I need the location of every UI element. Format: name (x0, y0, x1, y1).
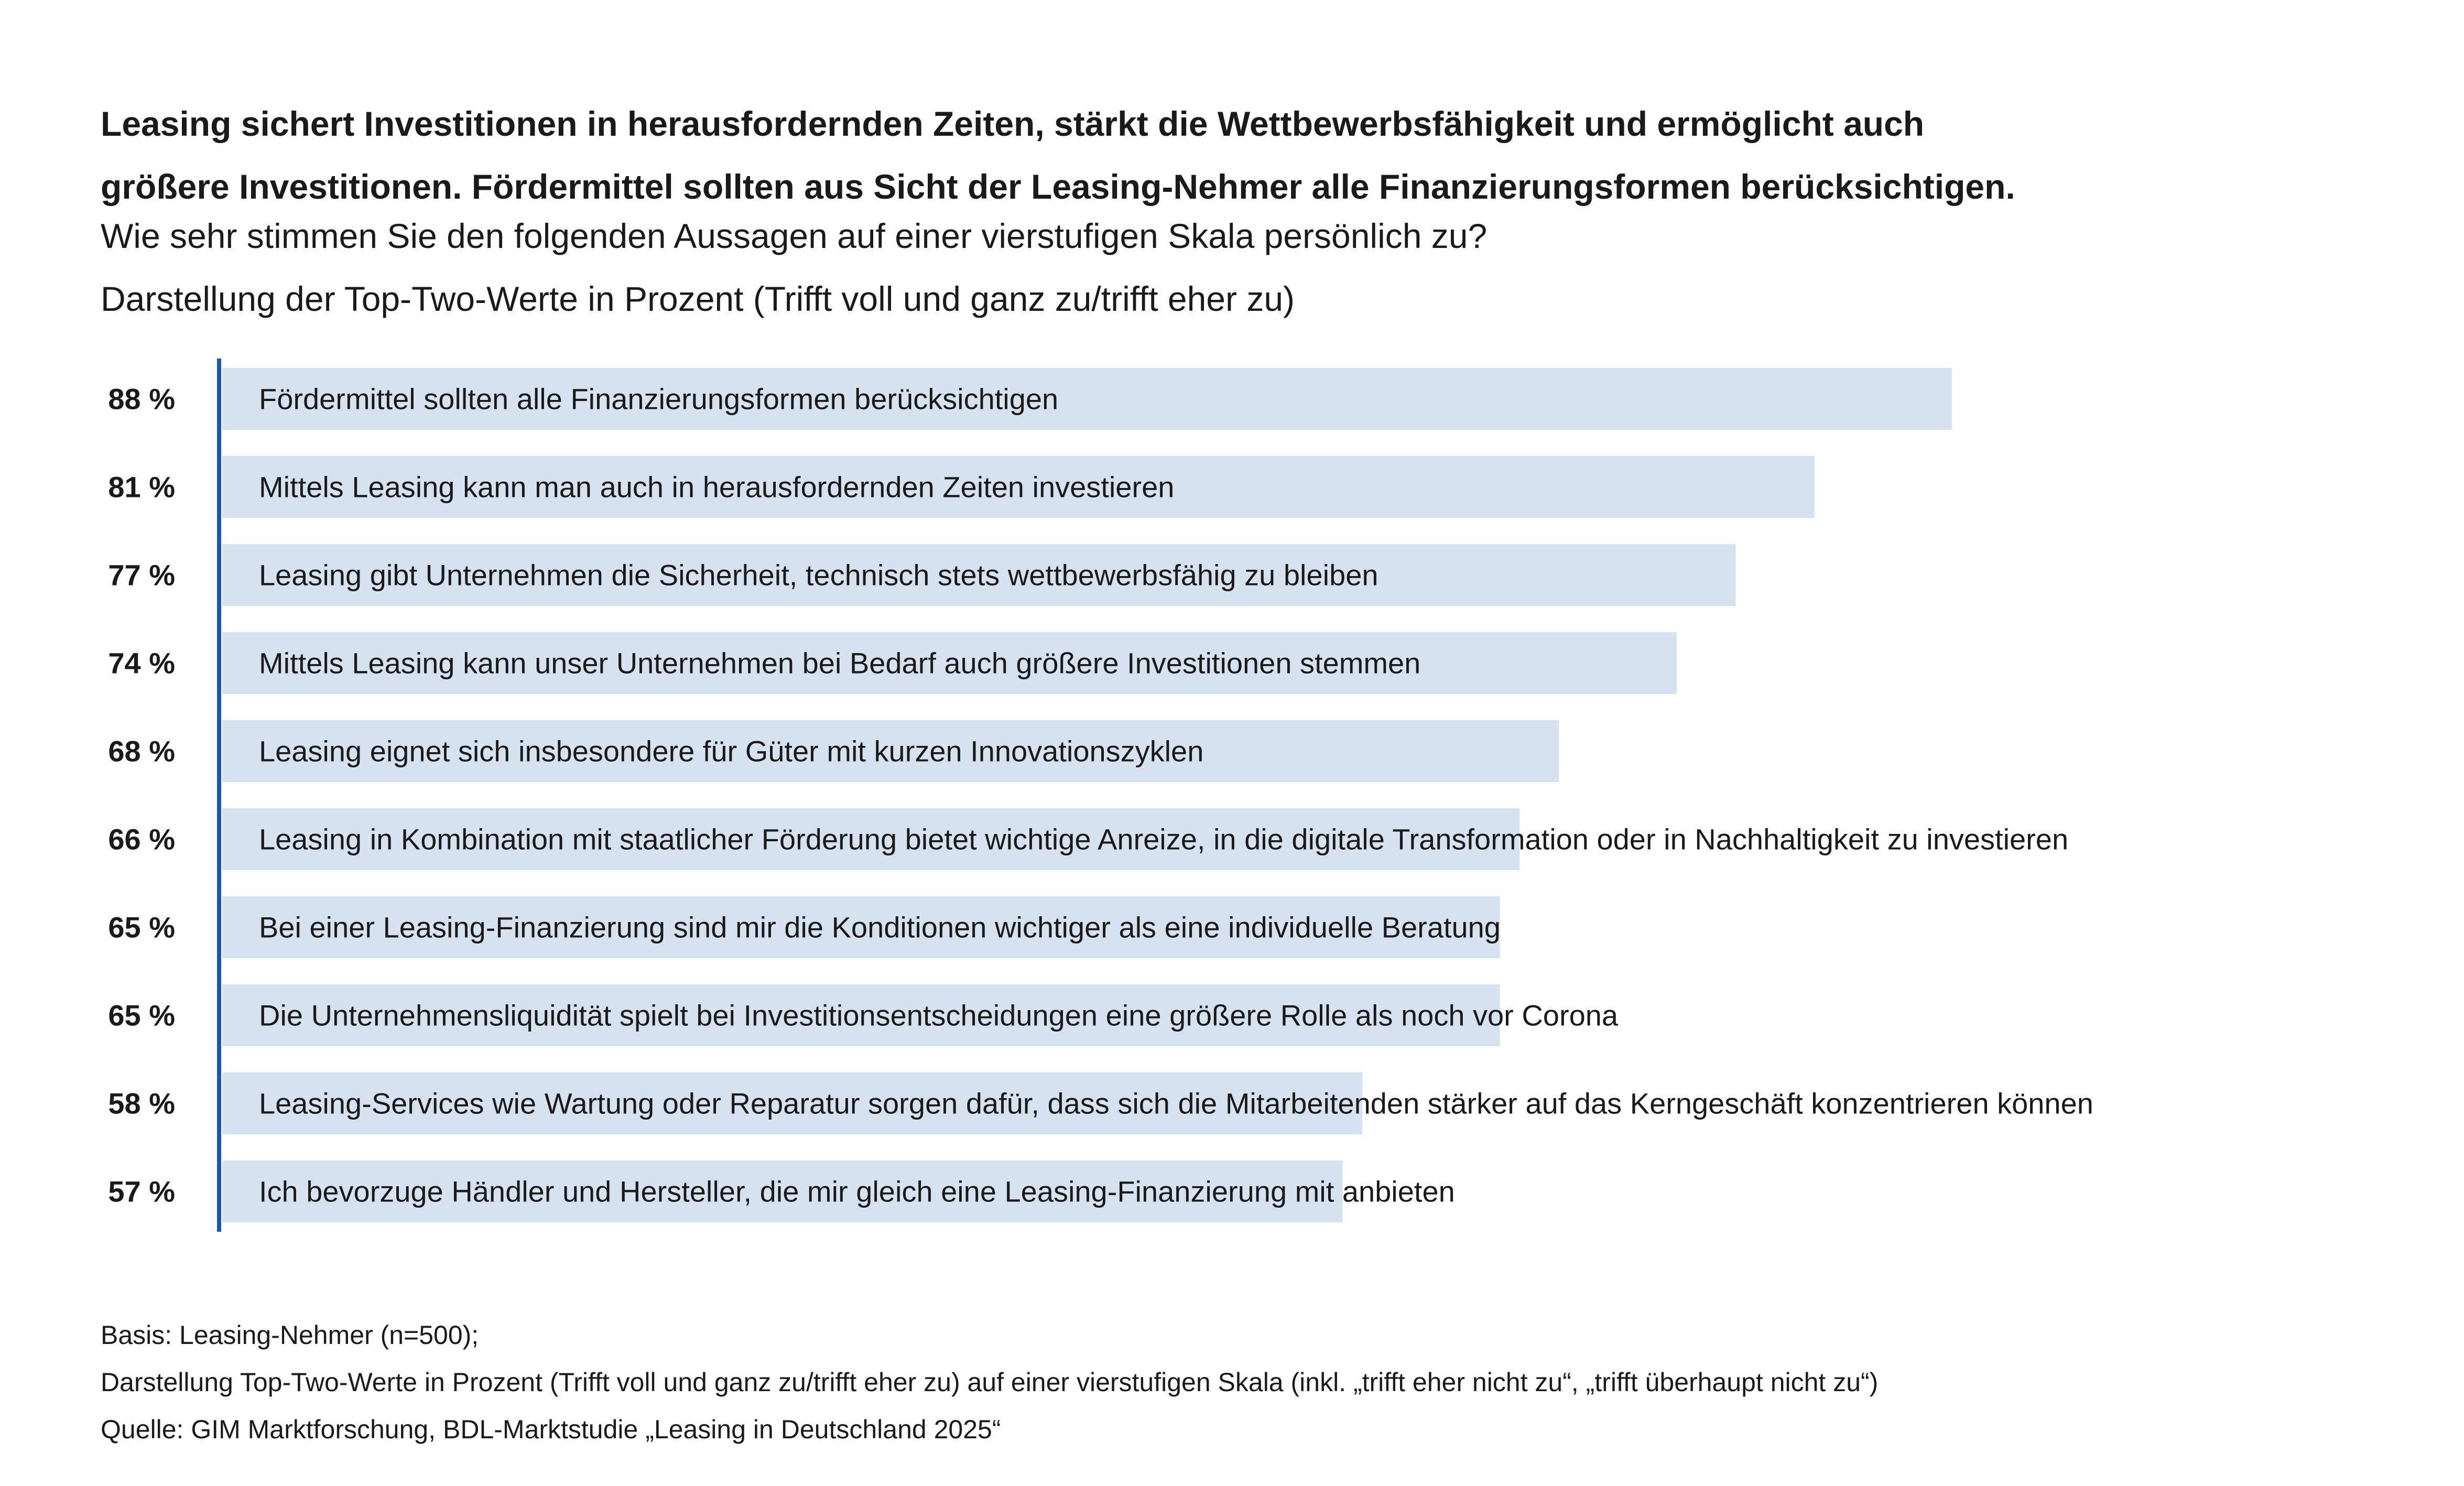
bar (222, 368, 1952, 430)
data-label: 66 % (108, 823, 175, 856)
bar (222, 1072, 1362, 1134)
category-label: Fördermittel sollten alle Finanzierungsf… (259, 383, 1058, 416)
category-label: Leasing in Kombination mit staatlicher F… (259, 823, 2068, 856)
bar (222, 896, 1500, 958)
bar (222, 544, 1736, 606)
data-label: 81 % (108, 471, 175, 504)
bar (222, 456, 1815, 518)
chart-subtitle-line-2: Darstellung der Top-Two-Werte in Prozent… (101, 279, 1295, 318)
data-label: 58 % (108, 1087, 175, 1120)
data-label: 77 % (108, 559, 175, 592)
category-label: Ich bevorzuge Händler und Hersteller, di… (259, 1175, 1455, 1208)
data-label: 88 % (108, 383, 175, 416)
category-label: Bei einer Leasing-Finanzierung sind mir … (259, 911, 1501, 944)
bar (222, 632, 1677, 694)
bar (222, 1160, 1343, 1222)
footnote-method: Darstellung Top-Two-Werte in Prozent (Tr… (101, 1368, 1879, 1397)
chart-subtitle-line-1: Wie sehr stimmen Sie den folgenden Aussa… (101, 216, 1488, 255)
data-label: 68 % (108, 735, 175, 768)
data-label: 65 % (108, 911, 175, 944)
data-label: 65 % (108, 999, 175, 1032)
bar (222, 984, 1500, 1046)
category-label: Die Unternehmensliquidität spielt bei In… (259, 999, 1619, 1032)
footnote-source: Quelle: GIM Marktforschung, BDL-Marktstu… (101, 1415, 1001, 1444)
chart-title: Leasing sichert Investitionen in herausf… (101, 92, 2407, 218)
footnote-basis: Basis: Leasing-Nehmer (n=500); (101, 1320, 479, 1350)
category-label: Mittels Leasing kann unser Unternehmen b… (259, 647, 1420, 680)
category-label: Leasing-Services wie Wartung oder Repara… (259, 1087, 2093, 1120)
chart-subtitle: Wie sehr stimmen Sie den folgenden Aussa… (101, 204, 2407, 330)
chart-title-line-1: Leasing sichert Investitionen in herausf… (101, 104, 1925, 143)
bar (222, 720, 1559, 782)
footnotes: Basis: Leasing-Nehmer (n=500); Darstellu… (101, 1311, 2407, 1453)
data-label: 74 % (108, 647, 175, 680)
chart-title-line-2: größere Investitionen. Fördermittel soll… (101, 167, 2015, 206)
bar (222, 808, 1519, 870)
category-label: Leasing gibt Unternehmen die Sicherheit,… (259, 559, 1378, 592)
category-label: Leasing eignet sich insbesondere für Güt… (259, 735, 1203, 768)
category-label: Mittels Leasing kann man auch in herausf… (259, 471, 1174, 504)
data-label: 57 % (108, 1175, 175, 1208)
